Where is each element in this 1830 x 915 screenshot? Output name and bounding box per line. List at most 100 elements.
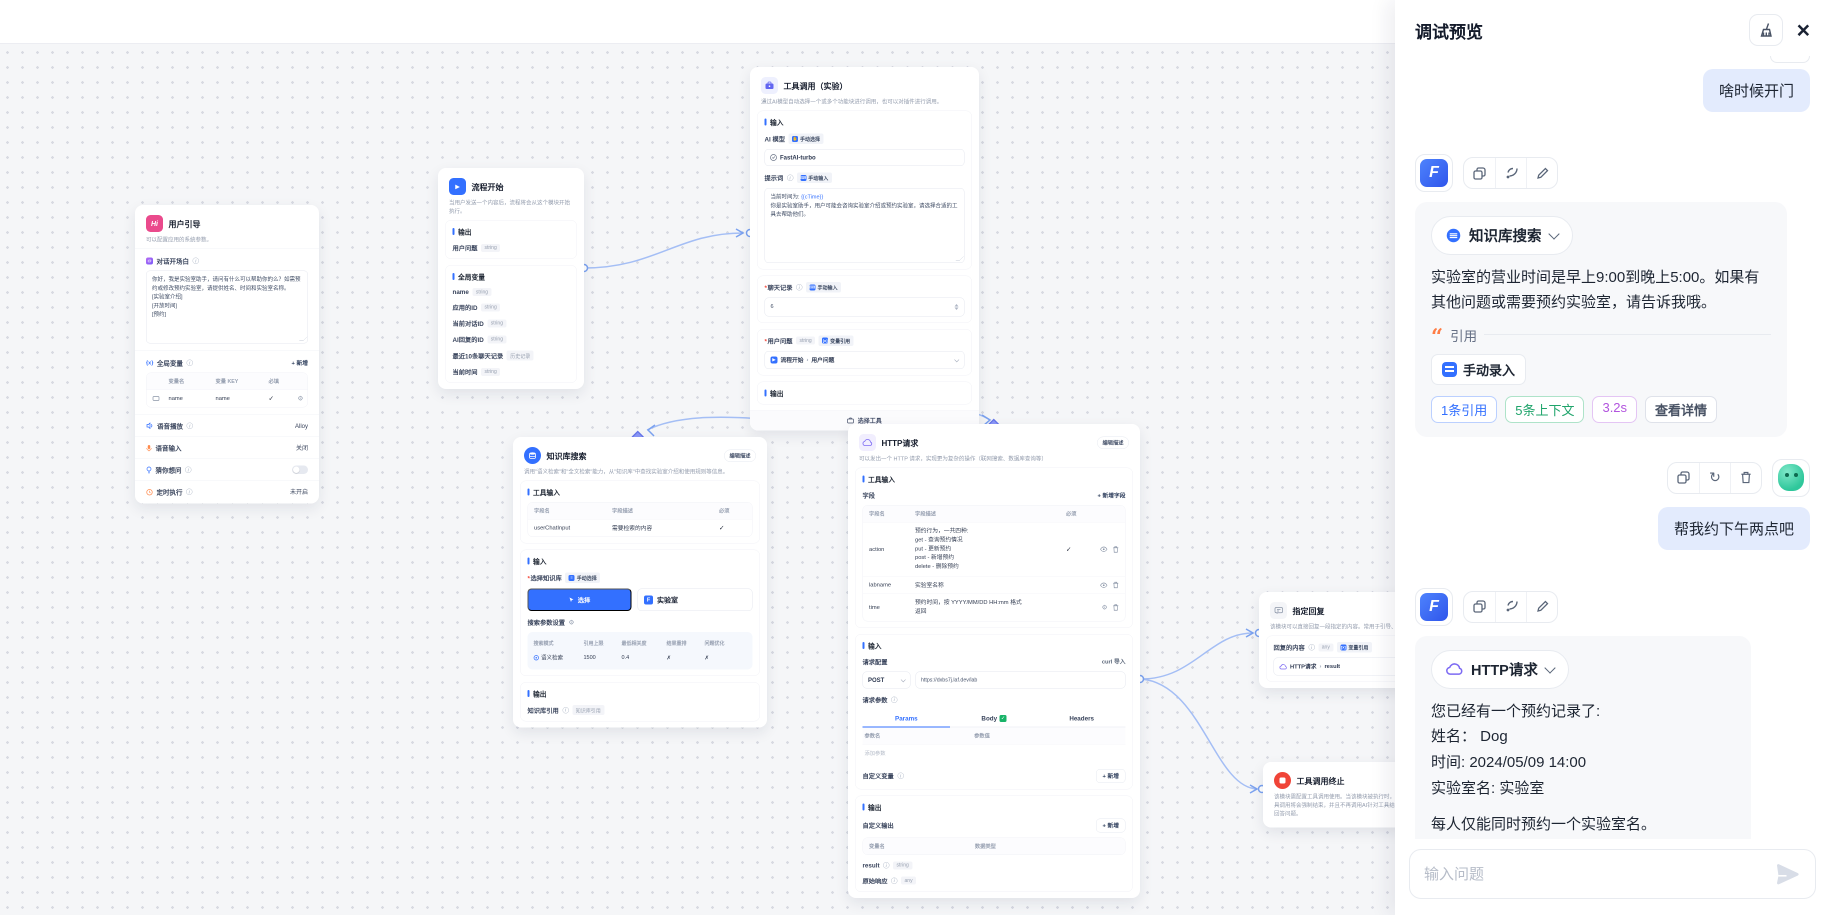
user-message: 啥时候开门 xyxy=(1702,69,1810,112)
trash-icon[interactable] xyxy=(1113,604,1120,611)
info-icon: i xyxy=(891,877,898,884)
cut-toolbar-fragment xyxy=(1770,56,1810,63)
tab-headers[interactable]: Headers xyxy=(1069,714,1094,722)
number-stepper[interactable] xyxy=(954,303,959,310)
message-toolbar xyxy=(1463,590,1558,623)
add-field-button[interactable]: + 新增字段 xyxy=(1097,492,1126,499)
eye-icon[interactable] xyxy=(1100,582,1108,588)
node-tool-call[interactable]: 工具调用（实验） 通过AI模型自动选择一个或多个功能块进行调用，也可以对插件进行… xyxy=(750,67,979,431)
manual-input-tag[interactable]: ⌨ 手动输入 xyxy=(805,282,841,293)
edit-icon[interactable] xyxy=(1526,591,1557,622)
copy-icon[interactable] xyxy=(1668,463,1699,493)
retry-icon[interactable]: ↻ xyxy=(1699,462,1730,493)
tab-body[interactable]: Body ✓ xyxy=(981,714,1007,722)
url-input[interactable]: https://dxbs7j.laf.dev/lab xyxy=(915,671,1126,689)
view-detail-button[interactable]: 查看详情 xyxy=(1645,395,1718,423)
section-input: 输入 xyxy=(863,640,1126,650)
guess-ask-toggle[interactable] xyxy=(292,465,308,475)
type-tag: 知识库引用 xyxy=(572,705,605,716)
node-assigned-reply[interactable]: 指定回复 该模块可以直接回复一段指定的内容。常用于引导、提示。 回复的内容 i … xyxy=(1259,592,1395,689)
eye-icon[interactable] xyxy=(1100,546,1108,553)
schedule-value[interactable]: 未开启 xyxy=(289,488,308,496)
section-globals: 全局变量 xyxy=(453,272,570,282)
info-icon: i xyxy=(186,488,193,496)
info-icon: i xyxy=(786,174,794,182)
var-ref-tag[interactable]: [x] 变量引用 xyxy=(1336,642,1372,653)
ref-output-name: result xyxy=(1324,663,1341,670)
chat-input[interactable] xyxy=(1424,865,1775,883)
opening-textarea[interactable]: 你好，我是实验室助手，请问有什么可以帮助你的么？如需预约或修改预约实验室，请提供… xyxy=(146,270,308,344)
reply-reference[interactable]: HTTP请求 › result xyxy=(1273,657,1395,676)
node-user-guide[interactable]: Hi 用户引导 可以配置应用的系统参数。 @ 对话开场白 i 你好，我是实验室助… xyxy=(135,205,319,504)
col-field-name: 字段名 xyxy=(869,511,885,518)
speak-icon[interactable] xyxy=(1495,591,1526,622)
variable-row: name name ✓ ⚙ xyxy=(146,389,308,408)
edit-desc-button[interactable]: 编辑描述 xyxy=(724,449,756,462)
manual-select-tag[interactable]: ✋ 手动选择 xyxy=(788,133,824,145)
quote-label: 引用 xyxy=(1450,328,1478,344)
speak-icon[interactable] xyxy=(1495,158,1526,188)
request-tabs: Params Body ✓ Headers xyxy=(862,710,1126,728)
var-ref-tag[interactable]: [x] 变量引用 xyxy=(818,335,854,346)
kb-dataset-chip[interactable]: F 实验室 xyxy=(637,588,753,612)
edit-icon[interactable] xyxy=(1526,158,1557,188)
source-tag[interactable]: 手动录入 xyxy=(1431,353,1527,385)
info-icon: i xyxy=(883,862,890,869)
gear-icon[interactable]: ⚙ xyxy=(1101,603,1108,611)
add-custom-output-button[interactable]: + 新增 xyxy=(1096,818,1126,833)
add-param-placeholder[interactable]: 添加参数 xyxy=(864,750,886,757)
add-custom-var-button[interactable]: + 新增 xyxy=(1096,768,1126,783)
node-tool-stop[interactable]: 工具调用终止 该模块需配置工具调用使用。当该模块被执行时，工具调用将会强制结束，… xyxy=(1263,762,1395,828)
copy-icon[interactable] xyxy=(1464,592,1495,622)
close-icon[interactable]: × xyxy=(1796,16,1810,43)
node-kb-search[interactable]: 知识库搜索 编辑描述 调用"语义检索"和"全文检索"能力，从"知识库"中查找实验… xyxy=(513,437,767,728)
body-check-icon: ✓ xyxy=(999,714,1007,722)
context-badge[interactable]: 5条上下文 xyxy=(1505,395,1585,423)
gear-icon[interactable]: ⚙ xyxy=(568,618,575,626)
add-variable-button[interactable]: + 新增 xyxy=(291,360,308,367)
question-reference[interactable]: ▶ 流程开始 › 用户问题 xyxy=(764,350,965,369)
select-kb-button[interactable]: 选择 xyxy=(527,588,632,612)
gear-icon[interactable]: ⚙ xyxy=(297,394,304,403)
chevron-down-icon xyxy=(900,677,906,683)
type-tag: 历史记录 xyxy=(506,350,534,361)
voice-play-value[interactable]: Alloy xyxy=(294,422,308,430)
type-tag: string xyxy=(481,303,501,312)
citations-badge[interactable]: 1条引用 xyxy=(1431,395,1498,423)
history-input[interactable]: 6 xyxy=(764,297,965,317)
module-dropdown[interactable]: 知识库搜索 xyxy=(1431,216,1573,255)
opening-icon: @ xyxy=(146,257,153,265)
prompt-text: 当前时间为: xyxy=(770,194,802,201)
var-label: 当前对话ID xyxy=(452,320,484,328)
curl-import-button[interactable]: curl 导入 xyxy=(1101,659,1126,666)
tab-params[interactable]: Params xyxy=(862,710,951,728)
param-col: 结果重排 xyxy=(666,641,687,647)
node-flow-start[interactable]: ▶ 流程开始 当用户发送一个内容后，流程将会从这个模块开始执行。 输出 用户问题… xyxy=(438,168,584,390)
manual-select-tag[interactable]: ≡ 手动选择 xyxy=(565,572,601,584)
info-icon: i xyxy=(562,706,569,714)
send-icon[interactable] xyxy=(1775,863,1801,885)
manual-input-tag[interactable]: ⌨ 手动输入 xyxy=(796,172,832,184)
chat-input-wrap xyxy=(1409,849,1816,899)
search-params-card[interactable]: 搜索模式 引用上限 最低相关度 结果重排 问题优化 语义检索 1500 0.4 … xyxy=(527,632,753,670)
col-output-type: 数据类型 xyxy=(974,843,996,850)
clear-history-button[interactable] xyxy=(1748,14,1783,46)
http-request-icon xyxy=(1446,663,1463,675)
delete-icon[interactable] xyxy=(1730,462,1761,493)
workflow-canvas[interactable]: Hi 用户引导 可以配置应用的系统参数。 @ 对话开场白 i 你好，我是实验室助… xyxy=(0,0,1395,915)
type-tag: string xyxy=(893,861,913,870)
model-select[interactable]: FastAI-turbo xyxy=(764,149,965,167)
trash-icon[interactable] xyxy=(1113,546,1120,553)
assistant-text-line: 时间: 2024/05/09 14:00 xyxy=(1431,754,1587,772)
voice-input-value[interactable]: 关闭 xyxy=(295,444,308,452)
node-title: 用户引导 xyxy=(168,220,201,230)
node-http-request[interactable]: HTTP请求 编辑描述 可以发出一个 HTTP 请求，实现更为复杂的操作（联网搜… xyxy=(848,424,1140,898)
trash-icon[interactable] xyxy=(1113,581,1120,589)
node-title: 工具调用终止 xyxy=(1296,777,1345,787)
prompt-textarea[interactable]: 当前时间为: {{cTime}} 你是实验室助手，用户可能会咨询实验室介绍或预约… xyxy=(764,188,965,264)
edit-desc-button[interactable]: 编辑描述 xyxy=(1097,436,1129,449)
copy-icon[interactable] xyxy=(1464,158,1495,188)
module-dropdown[interactable]: HTTP请求 xyxy=(1431,649,1569,689)
col-output-name: 变量名 xyxy=(869,843,885,850)
method-select[interactable]: POST xyxy=(862,671,911,689)
